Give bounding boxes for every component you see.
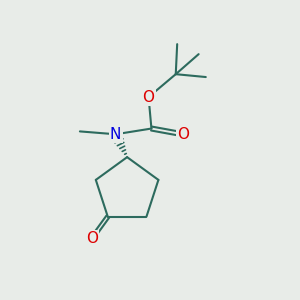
Text: O: O (86, 231, 98, 246)
Text: O: O (142, 90, 154, 105)
Text: O: O (177, 127, 189, 142)
Text: N: N (110, 127, 122, 142)
